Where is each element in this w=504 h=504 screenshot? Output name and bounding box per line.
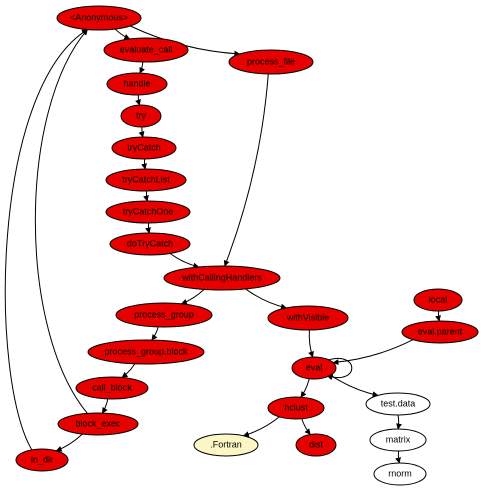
node-label: test.data: [381, 398, 416, 408]
edge-process_group-process_group_block: [152, 327, 158, 340]
edge-test_data-matrix: [398, 415, 399, 429]
edge-call_block-block_exec: [102, 399, 107, 413]
node-test_data: test.data: [366, 393, 430, 415]
node-call_block: call_block: [76, 377, 148, 399]
edge-process_group_block-call_block: [122, 364, 135, 378]
node-label: rnorm: [388, 468, 412, 478]
node-in_dir: in_dir: [16, 449, 68, 471]
edge-eval-hclust: [301, 379, 309, 397]
nodes-layer: <Anonymous> evaluate_call process_filehand…: [16, 6, 478, 485]
node-anonymous: <Anonymous>: [57, 6, 141, 30]
node-doTryCatch: doTryCatch: [110, 233, 190, 255]
edge-withCallingHandlers-process_group: [182, 289, 205, 303]
node-label: eval: [306, 362, 323, 372]
node-eval: eval: [292, 357, 336, 379]
node-label: tryCatch: [127, 142, 161, 152]
node-tryCatchOne: tryCatchOne: [106, 201, 190, 223]
node-label: call_block: [92, 382, 132, 392]
edge-block_exec-in_dir: [56, 434, 82, 451]
edge-withCallingHandlers-withVisible: [246, 289, 287, 308]
node-label: hclust: [284, 402, 308, 412]
node-eval_parent: eval.parent: [402, 321, 478, 343]
edge-withVisible-eval: [309, 330, 312, 357]
call-graph: <Anonymous> evaluate_call process_filehand…: [0, 0, 504, 504]
node-label: evaluate_call: [120, 44, 173, 54]
edge-in_dir-anonymous: [5, 30, 87, 450]
edge-tryCatchOne-doTryCatch: [148, 223, 149, 233]
edge-hclust-fortran: [243, 417, 279, 436]
node-label: dist: [309, 439, 324, 449]
node-process_group_block: process_group.block: [88, 340, 204, 364]
node-process_group: process_group: [116, 303, 212, 327]
node-hclust: hclust: [268, 397, 324, 419]
node-label: withCallingHandlers: [181, 272, 262, 282]
node-label: eval.parent: [418, 326, 463, 336]
node-label: local: [429, 294, 448, 304]
node-label: process_group: [134, 309, 194, 319]
edge-local-eval_parent: [438, 311, 439, 321]
node-evaluate_call: evaluate_call: [104, 38, 188, 62]
node-local: local: [414, 289, 462, 311]
node-label: handle: [123, 78, 150, 88]
edge-process_file-withCallingHandlers: [225, 74, 269, 266]
node-withVisible: withVisible: [268, 306, 348, 330]
node-label: process_file: [247, 56, 295, 66]
edge-matrix-rnorm: [398, 451, 399, 463]
node-tryCatch: tryCatch: [112, 137, 176, 159]
node-label: tryCatchList: [122, 174, 170, 184]
edge-evaluate_call-handle: [140, 62, 143, 73]
node-tryCatchList: tryCatchList: [106, 169, 186, 191]
node-dist: dist: [296, 434, 336, 456]
node-label: withVisible: [286, 312, 329, 322]
edge-tryCatchList-tryCatchOne: [146, 191, 147, 201]
edge-handle-try: [138, 95, 139, 105]
node-label: in_dir: [31, 454, 53, 464]
node-block_exec: block_exec: [58, 413, 138, 435]
edge-tryCatch-tryCatchList: [144, 159, 145, 169]
node-handle: handle: [107, 73, 167, 95]
node-withCallingHandlers: withCallingHandlers: [164, 266, 280, 290]
node-label: <Anonymous>: [70, 12, 128, 22]
edge-block_exec-anonymous: [35, 30, 87, 414]
node-process_file: process_file: [229, 50, 313, 74]
node-label: matrix: [386, 434, 411, 444]
edge-try-tryCatch: [142, 127, 143, 137]
node-label: process_group.block: [104, 346, 188, 356]
node-fortran: .Fortran: [194, 434, 258, 456]
node-rnorm: rnorm: [374, 463, 426, 485]
edge-hclust-dist: [302, 419, 310, 435]
node-matrix: matrix: [370, 429, 426, 451]
node-label: block_exec: [75, 418, 121, 428]
node-label: .Fortran: [210, 439, 242, 449]
node-label: doTryCatch: [127, 238, 173, 248]
node-label: try: [136, 110, 146, 120]
node-try: try: [121, 105, 161, 127]
edge-anonymous-evaluate_call: [115, 29, 129, 39]
edge-eval-test_data: [331, 375, 378, 395]
node-label: tryCatchOne: [123, 206, 174, 216]
edge-doTryCatch-withCallingHandlers: [170, 254, 199, 268]
